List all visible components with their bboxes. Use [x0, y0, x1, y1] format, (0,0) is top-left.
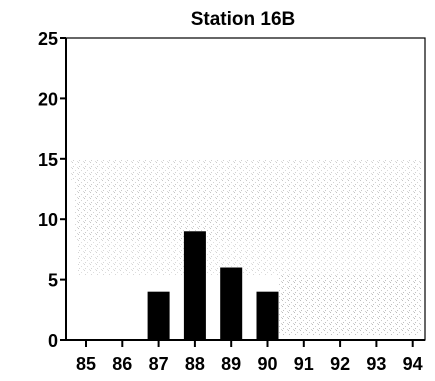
x-tick-label: 94 [403, 354, 423, 374]
x-tick-label: 87 [149, 354, 169, 374]
bar-89 [220, 267, 243, 340]
y-tick-label: 15 [38, 150, 58, 170]
x-axis-ticks: 85 86 87 88 89 90 91 92 93 94 [76, 340, 423, 374]
x-tick-label: 93 [366, 354, 386, 374]
bar-88 [183, 231, 206, 340]
x-tick-label: 92 [330, 354, 350, 374]
chart-title: Station 16B [191, 9, 296, 30]
bar-87 [147, 291, 170, 340]
plot-texture [70, 160, 421, 335]
y-tick-label: 20 [38, 89, 58, 109]
bar-series [147, 231, 279, 340]
y-tick-label: 25 [38, 29, 58, 49]
x-tick-label: 85 [76, 354, 96, 374]
x-tick-label: 88 [185, 354, 205, 374]
x-tick-label: 89 [221, 354, 241, 374]
y-axis-ticks: 0 5 10 15 20 25 [38, 29, 66, 351]
y-tick-label: 5 [48, 271, 58, 291]
x-tick-label: 90 [257, 354, 277, 374]
x-tick-label: 86 [112, 354, 132, 374]
y-tick-label: 10 [38, 210, 58, 230]
bar-90 [256, 291, 279, 340]
x-tick-label: 91 [294, 354, 314, 374]
y-tick-label: 0 [48, 331, 58, 351]
